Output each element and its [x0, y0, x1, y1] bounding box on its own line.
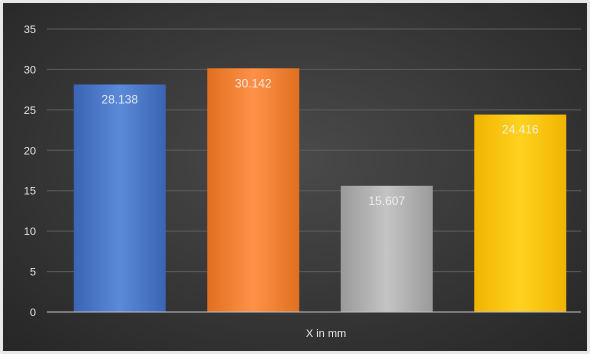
- bar-data-label: 28.138: [101, 92, 138, 106]
- bar-data-label: 24.416: [502, 123, 539, 137]
- bar: [207, 68, 300, 313]
- x-axis-title: X in mm: [306, 328, 346, 340]
- y-tick-label: 20: [24, 145, 36, 157]
- y-tick-label: 15: [24, 186, 36, 198]
- y-tick-label: 25: [24, 105, 36, 117]
- data-labels: 28.138 30.142 15.607 24.416: [101, 76, 539, 208]
- bar-data-label: 30.142: [235, 76, 272, 90]
- bar: [340, 185, 433, 312]
- bar: [73, 84, 166, 313]
- bar: [474, 114, 567, 313]
- y-tick-label: 30: [24, 64, 36, 76]
- y-tick-label: 10: [24, 226, 36, 238]
- bar-data-label: 15.607: [368, 194, 405, 208]
- y-tick-label: 0: [30, 307, 36, 319]
- bars: [73, 68, 567, 313]
- y-tick-label: 5: [30, 267, 36, 279]
- y-axis-ticks: 0 5 10 15 20 25 30 35: [24, 24, 36, 319]
- y-tick-label: 35: [24, 24, 36, 36]
